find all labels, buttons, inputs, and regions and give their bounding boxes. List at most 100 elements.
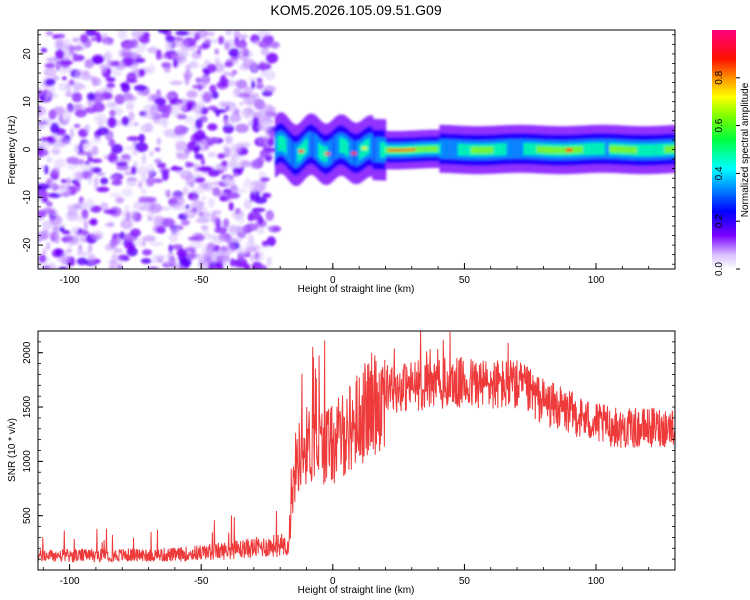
signal-cell bbox=[509, 139, 512, 159]
noise-blob bbox=[142, 235, 156, 242]
noise-blob bbox=[86, 92, 96, 101]
signal-cell bbox=[659, 143, 662, 156]
noise-blob bbox=[120, 153, 132, 164]
noise-blob bbox=[156, 117, 169, 125]
noise-blob bbox=[178, 49, 188, 59]
noise-blob bbox=[44, 164, 49, 175]
noise-blob bbox=[163, 189, 171, 197]
noise-blob bbox=[174, 125, 188, 136]
noise-blob bbox=[263, 192, 272, 199]
noise-blob bbox=[43, 67, 57, 78]
signal-cell bbox=[597, 142, 600, 155]
noise-blob bbox=[108, 38, 114, 46]
signal-cell bbox=[414, 148, 417, 151]
signal-cell bbox=[405, 148, 408, 152]
signal-cell bbox=[318, 142, 321, 158]
signal-cell bbox=[521, 139, 524, 159]
noise-blob bbox=[42, 265, 51, 269]
snr-ticks: -100 -50 0 50 100 500 1000 1500 2000 bbox=[22, 330, 676, 587]
noise-blob bbox=[249, 191, 255, 203]
noise-blob bbox=[222, 256, 229, 268]
signal-cell bbox=[369, 133, 372, 159]
noise-blob bbox=[126, 72, 137, 83]
noise-blob bbox=[175, 30, 190, 36]
noise-blob bbox=[50, 122, 60, 134]
signal-cell bbox=[434, 146, 437, 152]
signal-cell bbox=[598, 142, 601, 155]
signal-cell bbox=[615, 145, 618, 153]
noise-blob bbox=[76, 215, 84, 223]
signal-cell bbox=[380, 142, 383, 158]
signal-cell bbox=[603, 142, 607, 155]
noise-blob bbox=[212, 234, 226, 244]
noise-blob bbox=[205, 31, 215, 37]
noise-blob bbox=[141, 172, 147, 183]
signal-cell bbox=[559, 146, 562, 154]
noise-blob bbox=[44, 63, 56, 69]
noise-blob bbox=[54, 248, 63, 257]
signal-cell bbox=[644, 144, 647, 157]
signal-cell bbox=[293, 142, 296, 168]
signal-peak bbox=[361, 146, 368, 150]
signal-cell bbox=[635, 146, 638, 154]
signal-cell bbox=[665, 146, 668, 153]
noise-blob bbox=[239, 101, 244, 106]
noise-blob bbox=[87, 253, 97, 265]
noise-blob bbox=[180, 171, 187, 177]
signal-cell bbox=[667, 146, 670, 153]
noise-blob bbox=[197, 216, 208, 223]
noise-blob bbox=[130, 165, 137, 175]
signal-cell bbox=[438, 144, 441, 154]
noise-blob bbox=[106, 67, 112, 75]
signal-cell bbox=[610, 145, 613, 153]
colorbar-label: Normalized spectral amplitude bbox=[740, 82, 750, 217]
noise-blob bbox=[80, 201, 88, 209]
noise-blob bbox=[182, 186, 189, 196]
signal-cell bbox=[498, 143, 501, 156]
signal-cell bbox=[360, 143, 363, 159]
noise-blob bbox=[126, 136, 140, 142]
signal-cell bbox=[471, 146, 474, 154]
noise-blob bbox=[172, 244, 184, 250]
noise-blob bbox=[156, 137, 161, 146]
noise-blob bbox=[235, 187, 248, 194]
snr-panel: -100 -50 0 50 100 500 1000 1500 2000 Height of s… bbox=[7, 330, 676, 596]
noise-blob bbox=[87, 162, 94, 173]
noise-blob bbox=[51, 147, 61, 155]
noise-blob bbox=[146, 211, 155, 220]
noise-blob bbox=[263, 85, 276, 93]
noise-blob bbox=[230, 237, 243, 243]
noise-blob bbox=[117, 30, 128, 40]
noise-blob bbox=[259, 61, 266, 71]
noise-blob bbox=[263, 119, 269, 131]
signal-cell bbox=[573, 146, 576, 154]
signal-cell bbox=[317, 136, 320, 161]
signal-cell bbox=[422, 146, 425, 152]
noise-blob bbox=[154, 97, 167, 106]
noise-blob bbox=[55, 49, 65, 60]
signal-cell bbox=[314, 133, 317, 159]
signal-cell bbox=[464, 143, 467, 156]
noise-blob bbox=[222, 123, 234, 134]
noise-blob bbox=[158, 54, 169, 59]
noise-blob bbox=[88, 149, 93, 158]
noise-blob bbox=[163, 129, 176, 138]
noise-blob bbox=[125, 211, 131, 222]
colorbar-tick-label: 0.8 bbox=[714, 70, 725, 84]
signal-cell bbox=[482, 146, 485, 154]
noise-blob bbox=[156, 162, 166, 169]
signal-cell bbox=[634, 146, 637, 154]
noise-blob bbox=[78, 159, 85, 164]
noise-blob bbox=[124, 146, 136, 151]
noise-blob bbox=[53, 225, 60, 231]
noise-blob bbox=[261, 240, 269, 247]
signal-cell bbox=[518, 139, 521, 159]
signal-cell bbox=[542, 146, 545, 153]
signal-cell bbox=[339, 137, 342, 153]
x-tick-label: 50 bbox=[459, 275, 471, 286]
signal-cell bbox=[640, 144, 643, 157]
noise-blob bbox=[52, 34, 59, 39]
x-tick-label: 0 bbox=[330, 576, 336, 587]
signal-cell bbox=[664, 146, 667, 153]
